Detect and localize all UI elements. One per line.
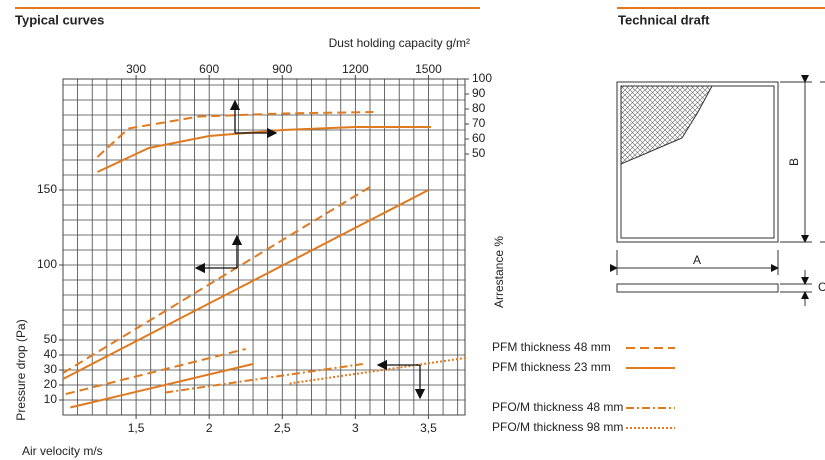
y-tick-label: 100 [37, 257, 57, 271]
curve [96, 111, 374, 158]
x-axis-label: Air velocity m/s [22, 444, 103, 458]
y2-tick-label: 100 [472, 71, 492, 85]
x-tick-label: 3,5 [420, 421, 437, 435]
curve [96, 126, 431, 173]
curve [165, 363, 363, 394]
x2-tick-label: 900 [272, 62, 292, 76]
y-tick-label: 30 [44, 362, 58, 376]
arrows [194, 99, 426, 400]
x-tick-label: 1,5 [128, 421, 145, 435]
x2-tick-label: 300 [126, 62, 146, 76]
dimension-label: C [818, 280, 825, 294]
curve [63, 186, 371, 395]
y2-tick-label: 60 [472, 131, 486, 145]
y2-tick-label: 90 [472, 86, 486, 100]
x2-axis-label: Dust holding capacity g/m² [329, 36, 470, 50]
x-tick-label: 2 [206, 421, 213, 435]
x2-tick-label: 1500 [415, 62, 442, 76]
y-tick-label: 40 [44, 347, 58, 361]
y2-tick-label: 80 [472, 101, 486, 115]
y-tick-label: 150 [37, 182, 57, 196]
dimension-label: A [693, 253, 701, 267]
plot-frame [62, 78, 466, 416]
y-axis-label: Pressure drop (Pa) [14, 319, 28, 420]
x2-tick-label: 600 [199, 62, 219, 76]
legend-label: PFO/M thickness 48 mm [492, 400, 623, 414]
legend-label: PFM thickness 23 mm [492, 360, 611, 374]
y2-tick-label: 70 [472, 116, 486, 130]
y2-axis-label: Arrestance % [492, 236, 506, 308]
section-title: Typical curves [15, 12, 104, 27]
plot-area [63, 111, 465, 409]
technical-draft [610, 75, 825, 306]
x2-tick-label: 1200 [342, 62, 369, 76]
y-tick-label: 10 [44, 392, 58, 406]
curve [63, 189, 429, 409]
curve [289, 357, 465, 385]
y-tick-label: 20 [44, 377, 58, 391]
legend-label: PFM thickness 48 mm [492, 340, 611, 354]
legend-label: PFO/M thickness 98 mm [492, 420, 623, 434]
x-tick-label: 3 [352, 421, 359, 435]
y2-tick-label: 50 [472, 146, 486, 160]
section-title: Technical draft [618, 12, 710, 27]
dimension-label: B [787, 158, 801, 166]
y-tick-label: 50 [44, 332, 58, 346]
x-tick-label: 2,5 [274, 421, 291, 435]
